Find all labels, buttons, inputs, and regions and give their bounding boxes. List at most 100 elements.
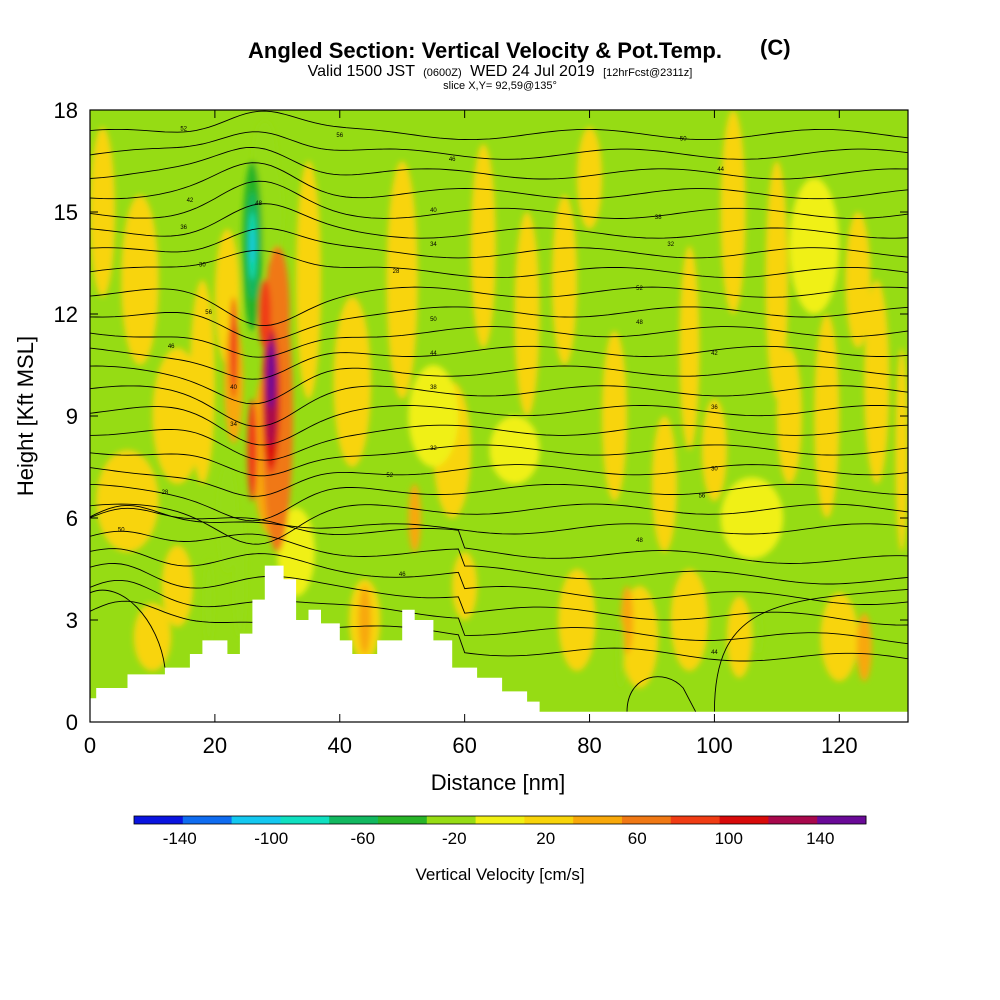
velocity-cell [203,558,214,648]
velocity-cell [864,280,890,484]
contour-label: 52 [180,126,187,132]
contour-line [90,385,908,427]
contour-label: 32 [430,446,437,452]
chart-subtitle: Valid 1500 JST (0600Z) WED 24 Jul 2019 [… [308,63,693,80]
velocity-cell [489,416,540,484]
contour-label: 28 [393,269,400,275]
contour-line [90,131,908,160]
contour-label: 32 [667,242,674,248]
x-axis-label: Distance [nm] [431,770,566,795]
contour-line [90,600,908,662]
velocity-cell [895,348,908,552]
velocity-cell [558,569,596,671]
contour-line [90,326,908,358]
velocity-cell [452,552,478,620]
contour-line [90,162,908,200]
contour-label: 44 [717,167,724,173]
colorbar-swatch [329,816,379,824]
y-tick-label: 6 [66,506,78,531]
contour-line [90,365,908,405]
contour-line [90,589,166,668]
velocity-cell [720,110,746,314]
colorbar-tick-label: 140 [806,829,834,848]
velocity-cell [701,399,727,501]
terrain [90,565,908,722]
colorbar-swatch [670,816,721,824]
velocity-cell [765,161,789,399]
contour-label: 52 [636,286,643,292]
y-tick-label: 18 [54,98,78,123]
velocity-cell [670,569,709,671]
potential-temperature-contours: 52 56 50 48 46 44 42 40 38 36 34 32 30 28 52 56 50 48 46 44… [90,110,908,713]
contour-line [713,588,908,712]
velocity-cell [602,331,628,501]
contour-label: 44 [430,351,437,357]
subtitle-valid: Valid 1500 JST [308,63,416,80]
colorbar: -140 -100 -60 -20 20 60 100 140 [133,815,867,848]
colorbar-swatch [768,816,818,824]
velocity-cell [96,450,159,552]
colorbar-tick-label: -20 [442,829,467,848]
velocity-cell [651,416,677,552]
contour-label: 36 [180,225,187,231]
velocity-cell [152,348,203,484]
velocity-cell [296,161,322,399]
velocity-cell [845,212,871,348]
x-tick-label: 40 [328,733,352,758]
velocity-cell [679,246,700,450]
contour-line [90,405,908,446]
velocity-cell [133,603,172,671]
velocity-cell [552,195,578,365]
colorbar-tick-label: -60 [350,829,375,848]
velocity-cell [247,399,258,501]
contour-line [90,306,908,341]
contour-label: 50 [680,137,687,143]
velocity-cell [90,127,115,297]
velocity-cell [617,620,625,688]
contour-line [90,530,908,585]
colorbar-title: Vertical Velocity [cm/s] [415,865,584,884]
velocity-cell [121,195,159,365]
contour-label: 50 [118,528,125,534]
chart-title: Angled Section: Vertical Velocity & Pot.… [248,38,722,63]
velocity-cell [408,365,459,467]
velocity-cell [258,280,272,348]
contour-label: 40 [230,385,237,391]
contour-line [90,504,908,535]
x-tick-label: 20 [203,733,227,758]
slice-label: slice X,Y= 92,59@135° [443,80,557,92]
colorbar-swatch [182,816,233,824]
colorbar-tick-label: 100 [715,829,743,848]
contour-label: 48 [255,201,262,207]
colorbar-tick-label: -100 [254,829,288,848]
x-tick-label: 120 [821,733,858,758]
contour-label: 46 [449,157,456,163]
velocity-cell [333,297,371,467]
contour-label: 34 [230,422,237,428]
velocity-cell [408,484,421,552]
velocity-cell [776,348,802,484]
contour-line [90,249,908,279]
colorbar-swatch [817,816,867,824]
colorbar-swatch [426,816,477,824]
x-tick-label: 60 [452,733,476,758]
contour-line [90,563,908,626]
subtitle-z-time: (0600Z) [423,67,462,79]
colorbar-tick-label: 60 [628,829,647,848]
contour-line [626,676,697,713]
contour-label: 48 [636,320,643,326]
contour-line [90,345,908,380]
velocity-cell [258,161,284,263]
x-tick-label: 80 [577,733,601,758]
contour-line [90,146,908,180]
velocity-cell [789,178,840,314]
contour-line [90,503,908,545]
velocity-field [90,110,908,688]
contour-label: 42 [187,198,194,204]
velocity-cell [577,127,603,229]
contour-label: 56 [205,310,212,316]
velocity-cell [229,297,238,399]
y-tick-label: 3 [66,608,78,633]
contour-label: 56 [699,494,706,500]
